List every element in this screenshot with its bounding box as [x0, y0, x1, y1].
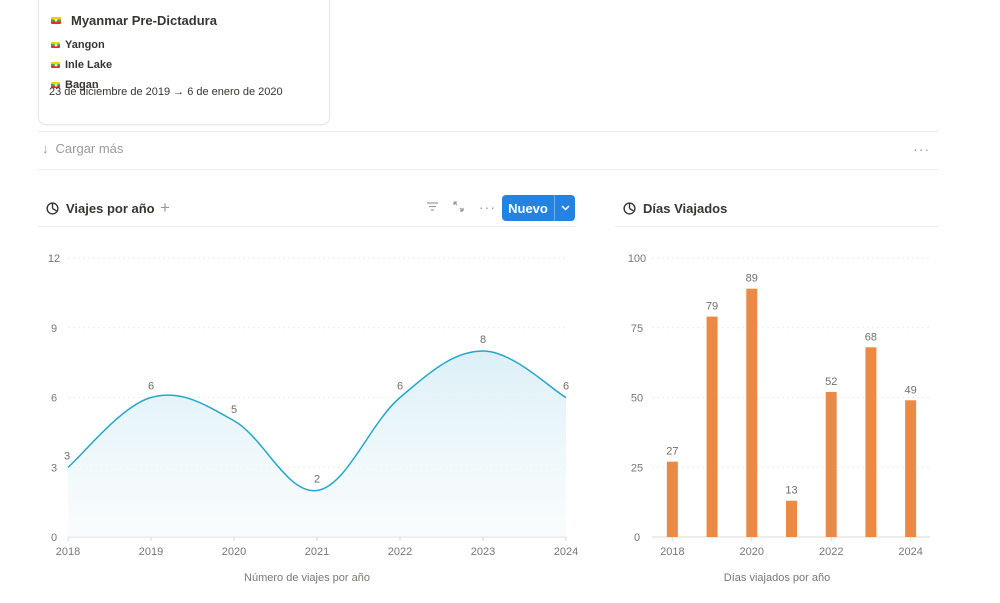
- y-tick-label: 9: [51, 323, 57, 335]
- line-area: [68, 351, 566, 537]
- y-tick-label: 12: [48, 253, 60, 265]
- myanmar-flag-icon: [51, 62, 60, 68]
- bar-chart: 0 25 50 75 100 27 2018 79 89 2020 13 52 2022 68 49 2024…: [628, 253, 930, 584]
- myanmar-flag-icon: [51, 42, 60, 48]
- more-options-icon[interactable]: ···: [479, 199, 496, 215]
- data-label: 6: [148, 381, 154, 393]
- trip-card-title-text: Myanmar Pre-Dictadura: [71, 13, 217, 28]
- chart-pie-icon: [623, 202, 636, 215]
- data-label: 3: [64, 450, 70, 462]
- trip-dates: 23 de diciembre de 2019 → 6 de enero de …: [49, 86, 283, 98]
- new-button[interactable]: Nuevo: [502, 195, 575, 221]
- x-tick-label: 2020: [740, 546, 764, 558]
- chevron-down-icon[interactable]: [555, 205, 575, 211]
- more-options-icon[interactable]: ···: [913, 141, 930, 157]
- bar: [786, 500, 797, 537]
- x-tick-label: 2023: [471, 546, 495, 558]
- bar: [706, 316, 718, 537]
- divider: [38, 169, 939, 170]
- line-chart-title: Viajes por año: [66, 201, 155, 216]
- bar: [865, 347, 877, 537]
- expand-icon[interactable]: [452, 200, 465, 213]
- data-label: 6: [563, 381, 569, 393]
- data-label: 68: [865, 331, 877, 343]
- x-axis-title: Días viajados por año: [724, 572, 830, 584]
- x-tick-label: 2022: [388, 546, 412, 558]
- y-tick-label: 25: [631, 462, 643, 474]
- divider: [38, 131, 939, 132]
- data-label: 79: [706, 301, 718, 313]
- x-tick-label: 2022: [819, 546, 843, 558]
- x-axis-title: Número de viajes por año: [244, 572, 370, 584]
- bar: [825, 391, 837, 537]
- x-tick-label: 2024: [554, 546, 578, 558]
- y-tick-label: 3: [51, 462, 57, 474]
- trip-card-title[interactable]: Myanmar Pre-Dictadura: [51, 13, 217, 28]
- destination-tag[interactable]: Bagan: [51, 79, 99, 91]
- myanmar-flag-icon: [51, 82, 60, 88]
- y-tick-label: 0: [634, 532, 640, 544]
- data-label: 49: [905, 384, 917, 396]
- y-tick-label: 100: [628, 253, 646, 265]
- add-view-icon[interactable]: +: [160, 198, 170, 217]
- trip-card[interactable]: Myanmar Pre-Dictadura Yangon Inle Lake B…: [38, 0, 330, 125]
- bar: [746, 288, 758, 537]
- x-tick-label: 2019: [139, 546, 163, 558]
- destination-tag[interactable]: Inle Lake: [51, 59, 112, 71]
- bar: [905, 400, 917, 537]
- destination-label: Yangon: [65, 39, 105, 51]
- line-chart-header[interactable]: Viajes por año: [46, 201, 155, 216]
- data-label: 5: [231, 404, 237, 416]
- y-tick-label: 50: [631, 393, 643, 405]
- myanmar-flag-icon: [51, 17, 61, 24]
- data-label: 13: [785, 485, 797, 497]
- destination-label: Inle Lake: [65, 59, 113, 71]
- bar-chart-header[interactable]: Días Viajados: [623, 201, 727, 216]
- line-chart: 0 3 6 9 12 2018 2019 2020 2021 2022 2023 2024 3 6 5 2 6 8…: [48, 253, 578, 584]
- x-tick-label: 2024: [898, 546, 922, 558]
- divider: [615, 226, 939, 227]
- x-tick-label: 2020: [222, 546, 246, 558]
- x-tick-label: 2021: [305, 546, 329, 558]
- filter-icon[interactable]: [426, 200, 439, 213]
- load-more-button[interactable]: ↓ Cargar más: [42, 141, 123, 156]
- load-more-label: Cargar más: [55, 141, 124, 156]
- chart-pie-icon: [46, 202, 59, 215]
- y-tick-label: 0: [51, 532, 57, 544]
- data-label: 6: [397, 381, 403, 393]
- data-label: 2: [314, 474, 320, 486]
- line-series: [67, 350, 567, 492]
- destination-tag[interactable]: Yangon: [51, 39, 105, 51]
- data-label: 52: [825, 376, 837, 388]
- bar: [666, 461, 678, 537]
- new-button-separator: [554, 195, 555, 221]
- arrow-down-icon: ↓: [42, 141, 49, 156]
- destination-label: Bagan: [65, 79, 99, 91]
- x-tick-label: 2018: [660, 546, 684, 558]
- new-button-label[interactable]: Nuevo: [508, 200, 548, 216]
- y-tick-label: 6: [51, 393, 57, 405]
- divider: [38, 226, 575, 227]
- data-label: 27: [666, 446, 678, 458]
- y-tick-label: 75: [631, 323, 643, 335]
- bar-chart-title: Días Viajados: [643, 201, 728, 216]
- data-label: 8: [480, 334, 486, 346]
- x-tick-label: 2018: [56, 546, 80, 558]
- data-label: 89: [746, 273, 758, 285]
